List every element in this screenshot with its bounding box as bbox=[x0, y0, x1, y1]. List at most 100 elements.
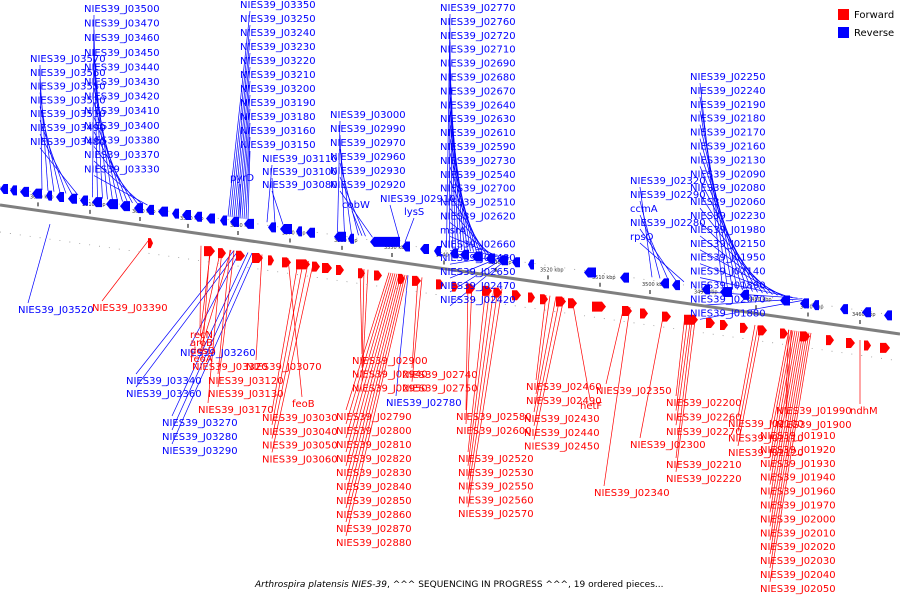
reverse-gene-arrow bbox=[460, 249, 469, 260]
leader-line bbox=[533, 296, 557, 413]
leader-line bbox=[467, 288, 503, 508]
reverse-gene-arrow bbox=[450, 248, 458, 259]
gene-label-nies39-j02930: NIES39_J02930 bbox=[330, 166, 406, 177]
gene-label-nies39-j02780: NIES39_J02780 bbox=[386, 398, 462, 409]
gene-label-nies39-j01970: NIES39_J01970 bbox=[760, 501, 836, 512]
legend: Forward Reverse bbox=[838, 9, 894, 39]
gene-label-nies39-j03400: NIES39_J03400 bbox=[84, 121, 160, 132]
leader-line bbox=[675, 315, 692, 426]
caption-status: , ^^^ SEQUENCING IN PROGRESS ^^^, 19 ord… bbox=[387, 580, 664, 590]
gene-label-nies39-j02560: NIES39_J02560 bbox=[458, 495, 534, 506]
leader-line bbox=[359, 268, 363, 355]
legend-reverse-swatch bbox=[838, 27, 849, 38]
leader-line bbox=[449, 236, 495, 256]
reverse-gene-arrow bbox=[584, 267, 596, 278]
gene-label-nies39-j02130: NIES39_J02130 bbox=[690, 155, 766, 166]
gene-label-nies39-j02070: NIES39_J02070 bbox=[690, 294, 766, 305]
gene-label-nies39-j03190: NIES39_J03190 bbox=[240, 98, 316, 109]
gene-label-nies39-j01900: NIES39_J01900 bbox=[776, 420, 852, 431]
gene-label-nies39-j02270: NIES39_J02270 bbox=[666, 427, 742, 438]
leader-line bbox=[769, 330, 792, 443]
gene-label-nies39-j02700: NIES39_J02700 bbox=[440, 184, 516, 195]
gene-label-nies39-j03270: NIES39_J03270 bbox=[162, 418, 238, 429]
reverse-gene-arrow bbox=[512, 257, 520, 268]
gene-label-nies39-j02420: NIES39_J02420 bbox=[440, 295, 516, 306]
gene-label-nies39-j02000: NIES39_J02000 bbox=[760, 514, 836, 525]
forward-gene-arrow bbox=[706, 317, 715, 328]
gene-label-nies39-j02220: NIES39_J02220 bbox=[666, 474, 742, 485]
gene-label-nies39-j02010: NIES39_J02010 bbox=[760, 528, 836, 539]
leader-line bbox=[217, 250, 235, 388]
reverse-gene-arrow bbox=[68, 193, 77, 204]
gene-label-nies39-j02620: NIES39_J02620 bbox=[440, 212, 516, 223]
leader-line bbox=[271, 259, 299, 412]
gene-label-nies39-j03160: NIES39_J03160 bbox=[240, 126, 316, 137]
gene-label-nies39-j03000: NIES39_J03000 bbox=[330, 110, 406, 121]
gene-label-nies39-j03530: NIES39_J03530 bbox=[30, 95, 106, 106]
leader-line bbox=[171, 252, 249, 417]
scale-tick-label: 3470 kbp bbox=[800, 305, 824, 311]
forward-gene-arrow bbox=[758, 325, 767, 336]
forward-gene-arrow bbox=[556, 296, 566, 307]
scale-tick-label: 3520 kbp bbox=[540, 267, 564, 273]
gene-label-nies39-j03480: NIES39_J03480 bbox=[30, 137, 106, 148]
reverse-gene-arrow bbox=[206, 213, 215, 224]
gene-label-nies39-j02440: NIES39_J02440 bbox=[524, 428, 600, 439]
forward-gene-arrow bbox=[336, 265, 344, 276]
gene-label-nies39-j02770: NIES39_J02770 bbox=[440, 3, 516, 14]
gene-label-msra: msrA bbox=[440, 225, 466, 236]
leader-line bbox=[93, 146, 138, 204]
leader-line bbox=[101, 238, 151, 302]
scale-tick-label: 3550 kbp bbox=[384, 245, 408, 251]
leader-line bbox=[201, 247, 211, 361]
gene-label-nies39-j03500: NIES39_J03500 bbox=[84, 4, 160, 15]
gene-label-nies39-j02050: NIES39_J02050 bbox=[760, 584, 836, 595]
leader-line bbox=[389, 204, 401, 242]
gene-label-nies39-j02030: NIES39_J02030 bbox=[760, 556, 836, 567]
gene-label-nies39-j02260: NIES39_J02260 bbox=[666, 413, 742, 424]
gene-label-nies39-j02510: NIES39_J02510 bbox=[440, 198, 516, 209]
gene-label-nies39-j02640: NIES39_J02640 bbox=[440, 100, 516, 111]
gene-label-nies39-j02110: NIES39_J02110 bbox=[728, 434, 804, 445]
scale-tick-label: 3460 kbp bbox=[852, 312, 876, 318]
gene-label-nies39-j02550: NIES39_J02550 bbox=[458, 482, 534, 493]
gene-label-nies39-j02840: NIES39_J02840 bbox=[336, 482, 412, 493]
leader-line bbox=[229, 24, 251, 217]
gene-label-nies39-j02350: NIES39_J02350 bbox=[596, 386, 672, 397]
leader-line bbox=[639, 242, 685, 283]
reverse-gene-arrow bbox=[106, 199, 118, 210]
gene-label-nies39-j03350: NIES39_J03350 bbox=[240, 0, 316, 11]
gene-label-nies39-j02430: NIES39_J02430 bbox=[524, 414, 600, 425]
reverse-gene-arrow bbox=[402, 241, 410, 252]
scale-tick-label: 3570 kbp bbox=[282, 230, 306, 236]
forward-gene-arrow bbox=[780, 328, 788, 339]
leader-line bbox=[639, 214, 669, 280]
gene-label-nies39-j02850: NIES39_J02850 bbox=[336, 496, 412, 507]
leader-line bbox=[227, 10, 251, 217]
gene-label-nies39-j03110: NIES39_J03110 bbox=[262, 154, 338, 165]
leader-line bbox=[345, 273, 398, 467]
gene-label-nies39-j02670: NIES39_J02670 bbox=[440, 86, 516, 97]
reverse-gene-arrow bbox=[146, 204, 154, 215]
gene-label-nies39-j02940: NIES39_J02940 bbox=[352, 370, 428, 381]
scale-tick-label: 3610 kbp bbox=[82, 202, 106, 208]
leader-line bbox=[449, 208, 489, 255]
leader-line bbox=[245, 136, 251, 220]
reverse-gene-arrow bbox=[740, 289, 749, 300]
gene-label-nies39-j03240: NIES39_J03240 bbox=[240, 28, 316, 39]
gene-label-nies39-j03040: NIES39_J03040 bbox=[262, 427, 338, 438]
leader-line bbox=[207, 248, 223, 404]
forward-gene-arrow bbox=[568, 298, 577, 309]
forward-gene-arrow bbox=[622, 305, 632, 316]
gene-label-nies39-j02100: NIES39_J02100 bbox=[728, 419, 804, 430]
reverse-gene-arrow bbox=[120, 201, 130, 212]
leader-line bbox=[639, 228, 677, 281]
reverse-gene-arrow bbox=[862, 307, 871, 318]
forward-gene-arrow bbox=[236, 250, 245, 261]
leader-line bbox=[271, 177, 276, 224]
gene-label-nies39-j03470: NIES39_J03470 bbox=[84, 19, 160, 30]
gene-label-nies39-j02970: NIES39_J02970 bbox=[330, 138, 406, 149]
leader-line bbox=[605, 306, 625, 385]
genome-backbone bbox=[0, 186, 900, 362]
leader-line bbox=[769, 332, 808, 555]
